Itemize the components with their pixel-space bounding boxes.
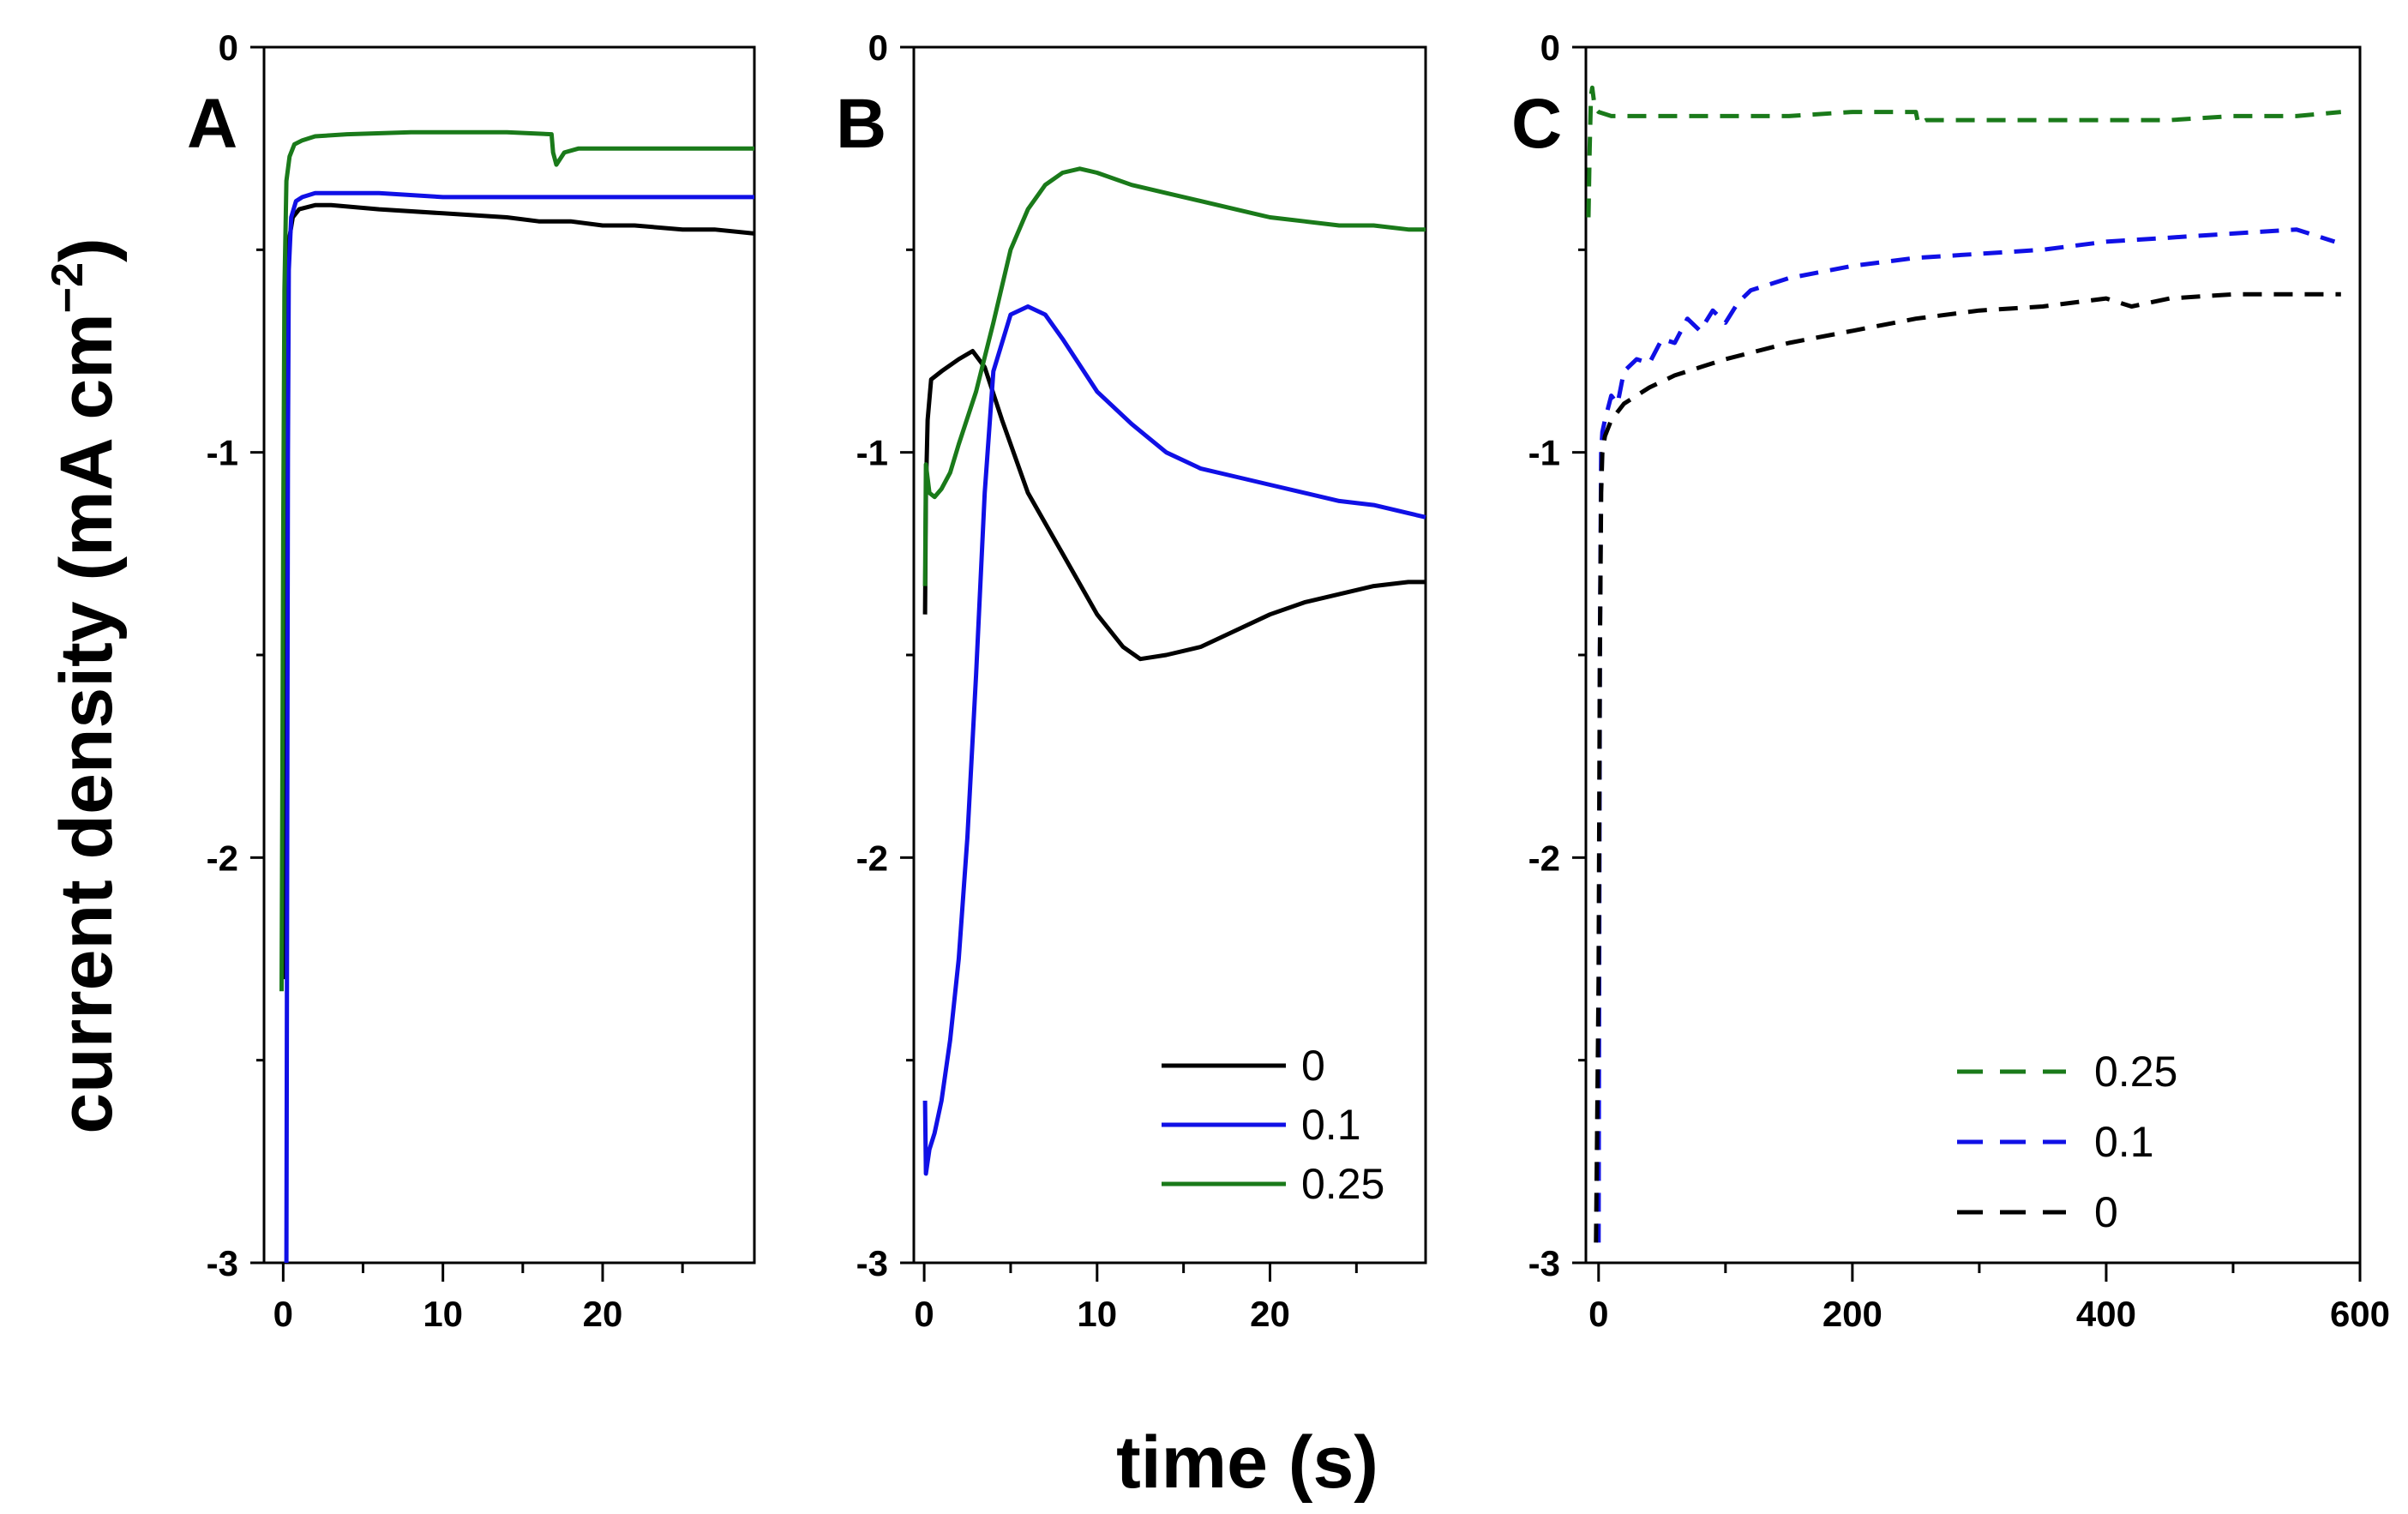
panel-c-y-tick-label: -1 — [1528, 433, 1560, 473]
y-axis-title-close: ) — [45, 237, 128, 262]
panel-c-legend-label: 0.25 — [2094, 1048, 2177, 1096]
panel-c-x-tick-label: 200 — [1823, 1294, 1883, 1334]
panel-c-legend: 0.25 0.1 0 — [1957, 1048, 2177, 1236]
panel-c-x-tick-label: 600 — [2330, 1294, 2390, 1334]
panel-b-x-tick-label: 20 — [1250, 1294, 1290, 1334]
panel-a-ticks — [250, 45, 684, 1282]
panel-c-frame — [1584, 45, 2362, 1265]
panel-a-y-tick-label: -1 — [207, 433, 238, 473]
panel-c-letter: C — [1511, 85, 1562, 163]
panel-c-x-tick-label: 0 — [1588, 1294, 1608, 1334]
y-axis-title-superscript: −2 — [43, 262, 93, 313]
panel-c-ticks — [1572, 45, 2362, 1282]
panel-c-y-tick-label: -3 — [1528, 1243, 1560, 1283]
panel-c-y-tick-label: -2 — [1528, 838, 1560, 878]
panel-a-x-tick-label: 10 — [423, 1294, 463, 1334]
panel-b-legend-label: 0.25 — [1301, 1160, 1384, 1208]
x-axis-title: time (s) — [1116, 1421, 1378, 1504]
panel-c-legend-label: 0 — [2094, 1188, 2118, 1236]
panel-c-y-tick-label: 0 — [1540, 27, 1560, 68]
panel-a-y-tick-label: -3 — [207, 1243, 238, 1283]
y-axis-title: current density (mA cm−2) — [43, 237, 128, 1133]
panel-a-x-tick-label: 0 — [273, 1294, 293, 1334]
panel-b: 0 10 20 0 -1 -2 -3 0 0.1 0.25 B — [836, 27, 1427, 1334]
panel-b-legend-label: 0.1 — [1301, 1101, 1361, 1149]
panel-c-series-0-1 — [1596, 227, 2336, 1243]
panel-a-y-tick-label: 0 — [219, 27, 238, 68]
panel-b-series-0-1 — [922, 304, 1426, 1176]
panel-a-series-0-1 — [284, 190, 754, 1264]
panel-c-series-0-25 — [1586, 85, 2342, 218]
panel-b-tick-labels: 0 10 20 0 -1 -2 -3 — [856, 27, 1290, 1334]
panel-b-x-tick-label: 10 — [1077, 1294, 1117, 1334]
panel-b-x-tick-label: 0 — [914, 1294, 934, 1334]
panel-c-tick-labels: 0 200 400 600 0 -1 -2 -3 — [1528, 27, 2390, 1334]
panel-b-y-tick-label: -3 — [856, 1243, 888, 1283]
panel-b-series-0 — [922, 349, 1426, 662]
panel-b-y-tick-label: -1 — [856, 433, 888, 473]
panel-a-tick-labels: 0 10 20 0 -1 -2 -3 — [207, 27, 623, 1334]
panel-a-x-tick-label: 20 — [583, 1294, 623, 1334]
panel-c-legend-label: 0.1 — [2094, 1118, 2154, 1166]
panel-b-ticks — [900, 45, 1358, 1282]
panel-b-y-tick-label: -2 — [856, 838, 888, 878]
panel-a-letter: A — [187, 85, 237, 163]
panel-b-y-tick-label: 0 — [868, 27, 888, 68]
panel-b-legend-label: 0 — [1301, 1042, 1325, 1090]
panel-a-series — [279, 129, 755, 1264]
panel-c-series — [1586, 85, 2342, 1243]
panel-c-x-tick-label: 400 — [2076, 1294, 2136, 1334]
panel-a: 0 10 20 0 -1 -2 -3 A — [187, 27, 756, 1334]
panel-b-legend: 0 0.1 0.25 — [1162, 1042, 1384, 1208]
panel-b-letter: B — [836, 85, 886, 163]
panel-a-y-tick-label: -2 — [207, 838, 238, 878]
panel-a-series-0 — [280, 202, 755, 980]
panel-a-series-0-25 — [279, 129, 754, 992]
panel-b-series — [922, 166, 1426, 1176]
panel-c-series-0 — [1594, 291, 2341, 1243]
panel-c: 0 200 400 600 0 -1 -2 -3 0.25 0.1 0 C — [1511, 27, 2390, 1334]
panel-b-series-0-25 — [922, 166, 1426, 586]
y-axis-title-main: current density (mA cm — [45, 313, 128, 1133]
